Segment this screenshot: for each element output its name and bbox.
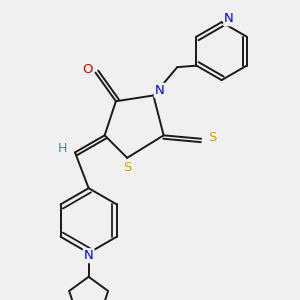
Text: S: S <box>123 161 131 174</box>
Text: N: N <box>155 84 164 97</box>
Text: S: S <box>208 130 216 143</box>
Text: N: N <box>84 249 94 262</box>
Text: N: N <box>224 12 234 25</box>
Text: O: O <box>83 63 93 76</box>
Text: H: H <box>57 142 67 155</box>
